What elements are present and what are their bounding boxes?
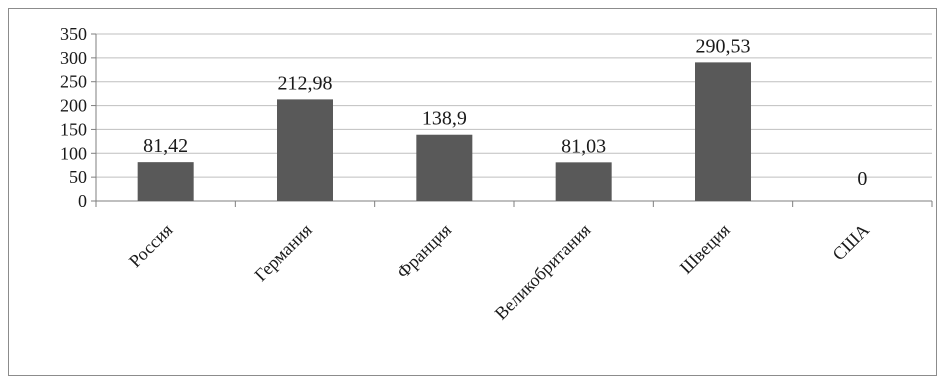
- bar: [695, 62, 751, 201]
- y-tick-label: 50: [69, 167, 87, 187]
- category-label: США: [828, 220, 873, 265]
- bar: [277, 99, 333, 201]
- data-label: 81,03: [561, 135, 606, 157]
- data-label: 0: [857, 168, 867, 190]
- data-label: 138,9: [422, 108, 467, 130]
- category-label: Великобритания: [491, 220, 595, 324]
- category-label: Россия: [125, 220, 177, 272]
- bar: [555, 162, 612, 201]
- category-label: Швеция: [676, 220, 734, 278]
- chart-frame: 0 50 100 150 200 250 300 350 81,42 Россия 212,98 Ге…: [8, 8, 937, 376]
- y-tick-label: 100: [60, 143, 87, 163]
- y-tick-label: 0: [78, 191, 87, 211]
- bar-chart: 0 50 100 150 200 250 300 350 81,42 Россия 212,98 Ге…: [60, 24, 933, 324]
- category-label: Франция: [393, 220, 456, 283]
- y-tick-label: 200: [60, 96, 87, 116]
- y-tick-label: 250: [60, 72, 87, 92]
- data-label: 81,42: [143, 135, 188, 157]
- y-tick-label: 300: [60, 48, 87, 68]
- y-tick-label: 350: [60, 24, 87, 44]
- category-label: Германия: [250, 220, 315, 285]
- bar: [416, 134, 473, 201]
- bar: [137, 162, 194, 201]
- data-label: 290,53: [696, 35, 751, 57]
- y-tick-label: 150: [60, 119, 87, 139]
- data-label: 212,98: [278, 72, 333, 94]
